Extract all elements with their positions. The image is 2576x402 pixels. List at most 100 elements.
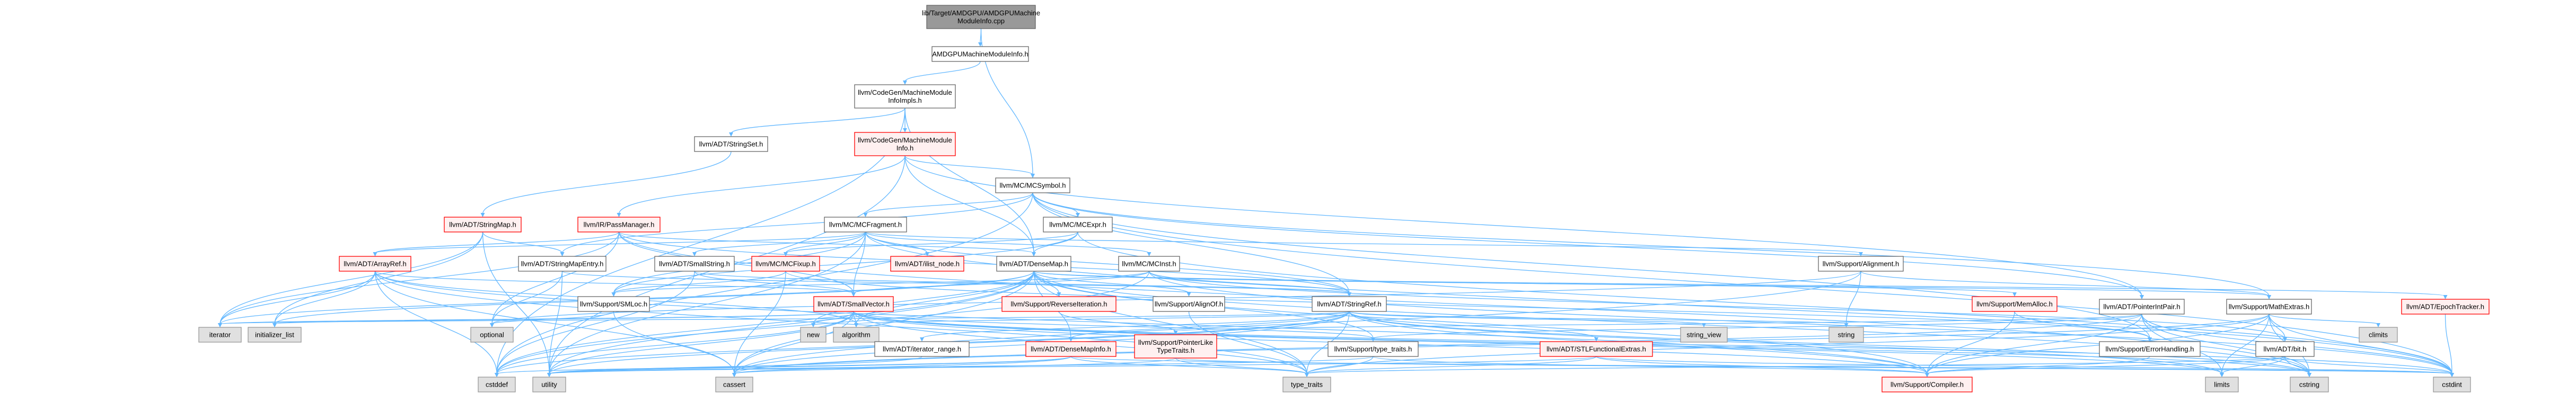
node-box-densemapinfo (1025, 341, 1116, 357)
node-box-alignment (1818, 256, 1904, 272)
node-initializer_list: initializer_list (248, 327, 302, 343)
node-stringset[interactable]: llvm/ADT/StringSet.h (694, 136, 768, 152)
node-label-iterator_range-0: llvm/ADT/iterator_range.h (883, 345, 961, 353)
node-cstddef: cstddef (478, 377, 516, 392)
node-box-mmi_impls (854, 84, 956, 109)
node-bit[interactable]: llvm/ADT/bit.h (2255, 341, 2315, 357)
edge-mcinst-to-smallvector (853, 271, 1150, 294)
edge-memalloc-to-compiler (1927, 311, 2015, 374)
node-stringmap[interactable]: llvm/ADT/StringMap.h (444, 217, 522, 233)
edge-mcfixup-to-cassert (734, 271, 786, 374)
node-ilist_node[interactable]: llvm/ADT/ilist_node.h (890, 256, 964, 272)
node-mathextras[interactable]: llvm/Support/MathExtras.h (2226, 299, 2312, 315)
node-densemapinfo[interactable]: llvm/ADT/DenseMapInfo.h (1025, 341, 1116, 357)
node-epochtracker[interactable]: llvm/ADT/EpochTracker.h (2401, 299, 2490, 315)
edge-arrayref-to-iterator (219, 271, 376, 325)
edge-stlfunctional-to-compiler (1596, 356, 1928, 374)
node-label-bit-0: llvm/ADT/bit.h (2264, 345, 2307, 353)
node-box-string_view (1680, 327, 1728, 343)
arrowhead-mcsymbol-to-mcexpr (1076, 213, 1080, 217)
edge-mathextras-to-limits (2221, 314, 2270, 374)
node-box-ilist_node (890, 256, 964, 272)
node-label-smloc-0: llvm/Support/SMLoc.h (580, 300, 647, 308)
arrowhead-mcfragment-to-arrayref (373, 252, 377, 256)
edge-arrayref-to-cassert (374, 271, 735, 374)
node-box-utility (532, 377, 566, 392)
node-reverseiteration[interactable]: llvm/Support/ReverseIteration.h (1001, 296, 1116, 312)
node-type_traits_h[interactable]: llvm/Support/type_traits.h (1327, 341, 1419, 357)
arrowhead-mcinst-to-smallvector (851, 292, 856, 297)
node-label-cstdint-0: cstdint (2442, 381, 2462, 389)
node-label-root-0: lib/Target/AMDGPU/AMDGPUMachine (922, 9, 1040, 17)
arrowhead-mcfragment-to-mcinst (1147, 252, 1151, 256)
node-smallstring[interactable]: llvm/ADT/SmallString.h (654, 256, 735, 272)
edge-mmi_h-to-passmanager (618, 155, 905, 215)
arrowhead-alignment-to-mathextras (2267, 295, 2271, 299)
edge-densemap-to-alignof (1033, 271, 1190, 294)
node-passmanager[interactable]: llvm/IR/PassManager.h (577, 217, 661, 233)
node-stringref[interactable]: llvm/ADT/StringRef.h (1312, 296, 1387, 312)
node-box-climits (2359, 327, 2398, 343)
edge-mmi_h-to-mcsymbol (904, 155, 1033, 175)
arrowhead-reverseiteration-to-pointerlike (1173, 330, 1178, 335)
node-mcfragment[interactable]: llvm/MC/MCFragment.h (824, 217, 907, 233)
edge-mcfragment-to-ilist_node (865, 231, 928, 254)
arrowhead-mmi_impls-to-mmi_h (903, 128, 907, 132)
node-iterator: iterator (198, 327, 242, 343)
edge-stlfunctional-to-utility (549, 356, 1597, 374)
edge-bit-to-type_traits (1306, 356, 2285, 374)
node-alignment[interactable]: llvm/Support/Alignment.h (1818, 256, 1904, 272)
node-type_traits: type_traits (1282, 377, 1331, 392)
edge-smallvector-to-iterator (219, 311, 854, 325)
node-smloc[interactable]: llvm/Support/SMLoc.h (577, 296, 650, 312)
node-alignof[interactable]: llvm/Support/AlignOf.h (1153, 296, 1225, 312)
node-errorhandling[interactable]: llvm/Support/ErrorHandling.h (2099, 341, 2201, 357)
node-amdgpu_mmi_h[interactable]: AMDGPUMachineModuleInfo.h (931, 46, 1029, 62)
edge-stringref-to-string_view (1349, 311, 1704, 325)
node-label-stringmap-0: llvm/ADT/StringMap.h (449, 221, 516, 229)
node-iterator_range[interactable]: llvm/ADT/iterator_range.h (874, 341, 970, 357)
node-box-bit (2255, 341, 2315, 357)
arrowhead-stlfunctional-to-utility (547, 373, 551, 377)
node-smallvector[interactable]: llvm/ADT/SmallVector.h (813, 296, 894, 312)
node-compiler[interactable]: llvm/Support/Compiler.h (1882, 377, 1973, 392)
node-memalloc[interactable]: llvm/Support/MemAlloc.h (1972, 296, 2058, 312)
arrowhead-memalloc-to-errorhandling (2148, 337, 2152, 342)
node-label-new-0: new (807, 331, 820, 339)
node-mcexpr[interactable]: llvm/MC/MCExpr.h (1043, 217, 1113, 233)
node-mcfixup[interactable]: llvm/MC/MCFixup.h (751, 256, 820, 272)
node-mcinst[interactable]: llvm/MC/MCInst.h (1118, 256, 1180, 272)
edge-smallvector-to-cassert (734, 311, 854, 374)
node-pointerintpair[interactable]: llvm/ADT/PointerIntPair.h (2099, 299, 2185, 315)
node-label-smallstring-0: llvm/ADT/SmallString.h (659, 260, 730, 268)
node-stlfunctional[interactable]: llvm/ADT/STLFunctionalExtras.h (1540, 341, 1653, 357)
node-box-amdgpu_mmi_h (931, 46, 1029, 62)
node-optional: optional (470, 327, 514, 343)
edge-densemap-to-cassert (734, 271, 1034, 374)
arrowhead-pointerlike-to-cassert (732, 373, 736, 377)
edge-passmanager-to-stringref (618, 231, 1350, 294)
edge-stlfunctional-to-type_traits (1306, 356, 1597, 374)
node-label-epochtracker-0: llvm/ADT/EpochTracker.h (2406, 303, 2484, 311)
node-box-arrayref (339, 256, 411, 272)
edge-mcfragment-to-smallstring (694, 231, 866, 254)
node-label-stringref-0: llvm/ADT/StringRef.h (1317, 300, 1381, 308)
node-stringmapentry[interactable]: llvm/ADT/StringMapEntry.h (518, 256, 606, 272)
edge-mathextras-to-climits (2269, 314, 2379, 325)
node-mmi_h[interactable]: llvm/CodeGen/MachineModuleInfo.h (854, 132, 956, 156)
node-arrayref[interactable]: llvm/ADT/ArrayRef.h (339, 256, 411, 272)
arrowhead-mcsymbol-to-mcfragment (863, 213, 868, 217)
edge-mmi_h-to-pointerintpair (904, 155, 2142, 297)
node-root[interactable]: lib/Target/AMDGPU/AMDGPUMachineModuleInf… (922, 5, 1040, 29)
edge-epochtracker-to-cstdint (2445, 314, 2452, 374)
node-label-iterator-0: iterator (209, 331, 231, 339)
edge-mcfragment-to-alignment (865, 231, 1861, 254)
node-box-alignof (1153, 296, 1225, 312)
node-new: new (800, 327, 827, 343)
node-mcsymbol[interactable]: llvm/MC/MCSymbol.h (995, 177, 1070, 193)
edges (218, 28, 2454, 377)
node-densemap[interactable]: llvm/ADT/DenseMap.h (996, 256, 1071, 272)
arrowhead-smallvector-to-new (811, 323, 815, 327)
